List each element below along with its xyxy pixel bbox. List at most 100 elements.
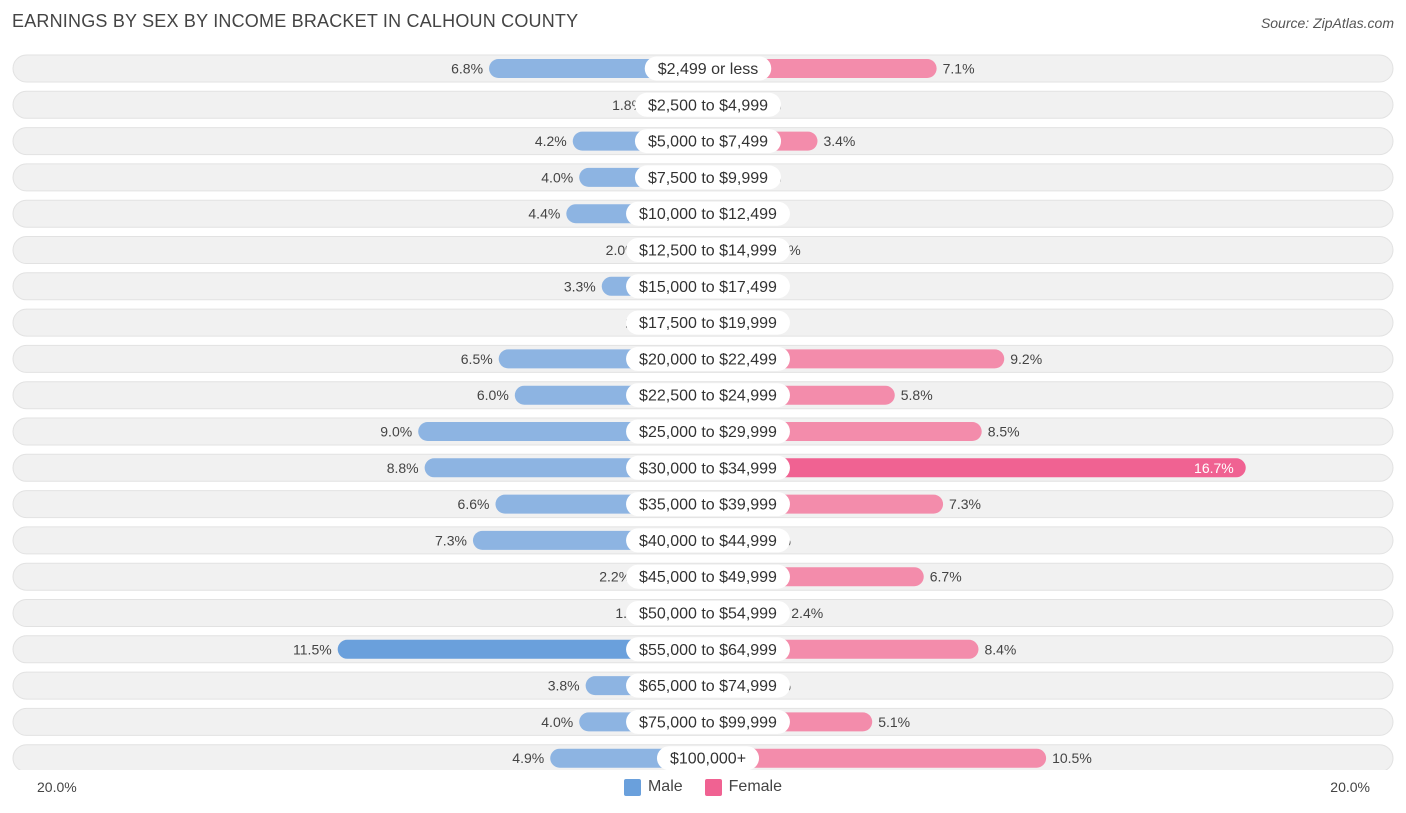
chart-row: 9.0% 8.5% $25,000 to $29,999 [12, 417, 1394, 446]
category-pill [626, 201, 790, 226]
chart-row: 11.5% 8.4% $55,000 to $64,999 [12, 635, 1394, 664]
category-pill [634, 129, 782, 154]
male-value-label: 3.8% [548, 678, 580, 694]
category-label: $50,000 to $54,999 [639, 606, 777, 623]
category-label: $22,500 to $24,999 [639, 388, 777, 405]
axis-left-label: 20.0% [37, 779, 77, 795]
chart-row: 4.0% 5.1% $75,000 to $99,999 [12, 707, 1394, 736]
female-value-label: 7.3% [949, 496, 981, 512]
chart-row: 6.8% 7.1% $2,499 or less [12, 54, 1394, 83]
male-value-label: 11.5% [293, 641, 332, 657]
chart-row: 4.9% 10.5% $100,000+ [12, 744, 1394, 770]
legend-swatch-female [704, 778, 722, 796]
male-value-label: 7.3% [435, 532, 467, 548]
legend-item-male[interactable]: Male [623, 778, 683, 796]
male-value-label: 3.3% [564, 278, 596, 294]
category-pill [626, 637, 790, 662]
category-pill [634, 165, 782, 190]
category-pill [626, 528, 790, 553]
category-label: $2,500 to $4,999 [648, 97, 768, 114]
male-bar [337, 639, 708, 659]
male-value-label: 6.5% [461, 351, 493, 367]
category-label: $75,000 to $99,999 [639, 714, 777, 731]
category-label: $35,000 to $39,999 [639, 497, 777, 514]
chart-row: 4.0%1.1%$7,500 to $9,999 [12, 163, 1394, 192]
source-label: Source: ZipAtlas.com [1260, 15, 1394, 31]
male-value-label: 4.9% [512, 750, 544, 766]
chart-row: 7.3%1.4%$40,000 to $44,999 [12, 526, 1394, 555]
male-value-label: 8.8% [387, 460, 419, 476]
chart-row: 6.6% 7.3% $35,000 to $39,999 [12, 490, 1394, 519]
male-value-label: 6.0% [477, 387, 509, 403]
chart-row: 3.3%1.2%$15,000 to $17,499 [12, 272, 1394, 301]
chart-title: EARNINGS BY SEX BY INCOME BRACKET IN CAL… [12, 11, 579, 31]
chart-row: 1.4%0.72%$17,500 to $19,999 [12, 308, 1394, 337]
female-value-label: 5.8% [901, 387, 933, 403]
category-pill [634, 92, 782, 117]
category-pill [626, 564, 790, 589]
chart-row: 4.2% 3.4% $5,000 to $7,499 [12, 127, 1394, 156]
category-label: $40,000 to $44,999 [639, 533, 777, 550]
female-value-label: 3.4% [823, 133, 855, 149]
female-value-label: 16.7% [1194, 460, 1234, 476]
category-pill [626, 383, 790, 408]
category-label: $55,000 to $64,999 [639, 642, 777, 659]
chart-row: 4.4%0.24%$10,000 to $12,499 [12, 199, 1394, 228]
legend-label-female: Female [728, 778, 783, 795]
chart-row: 8.8% 16.7% $30,000 to $34,999 [12, 453, 1394, 482]
male-value-label: 4.0% [541, 169, 573, 185]
category-label: $12,500 to $14,999 [639, 243, 777, 260]
female-value-label: 9.2% [1010, 351, 1042, 367]
category-label: $30,000 to $34,999 [639, 460, 777, 477]
legend-item-female[interactable]: Female [704, 778, 783, 796]
category-pill [626, 673, 790, 698]
category-pill [626, 492, 790, 517]
chart-row: 6.0% 5.8% $22,500 to $24,999 [12, 381, 1394, 410]
category-label: $7,500 to $9,999 [648, 170, 768, 187]
category-label: $2,499 or less [658, 61, 759, 78]
female-value-label: 2.4% [791, 605, 823, 621]
category-pill [626, 238, 790, 262]
female-value-label: 7.1% [943, 61, 975, 77]
male-value-label: 9.0% [380, 424, 412, 440]
legend-label-male: Male [647, 778, 683, 795]
chart-row: 3.8%1.4%$65,000 to $74,999 [12, 671, 1394, 700]
category-label: $45,000 to $49,999 [639, 569, 777, 586]
category-label: $100,000+ [670, 751, 746, 768]
chart-row: 6.5% 9.2% $20,000 to $22,499 [12, 344, 1394, 373]
category-label: $20,000 to $22,499 [639, 351, 777, 368]
legend-swatch-male [623, 778, 641, 796]
female-value-label: 8.5% [988, 424, 1020, 440]
category-pill [644, 56, 772, 81]
category-pill [626, 601, 790, 625]
male-value-label: 4.0% [541, 714, 573, 730]
female-bar [708, 458, 1246, 478]
category-pill [626, 709, 790, 734]
male-value-label: 6.6% [458, 496, 490, 512]
category-pill [626, 274, 790, 299]
female-value-label: 10.5% [1052, 750, 1092, 766]
category-pill [656, 746, 760, 770]
category-pill [626, 310, 790, 335]
chart-row: 1.7%2.4%$50,000 to $54,999 [12, 599, 1394, 627]
category-pill [626, 346, 790, 371]
male-value-label: 4.4% [528, 206, 560, 222]
category-label: $17,500 to $19,999 [639, 315, 777, 332]
female-bar [708, 748, 1047, 768]
category-pill [626, 455, 790, 480]
chart-row: 2.2% 6.7% $45,000 to $49,999 [12, 562, 1394, 591]
axis-right-label: 20.0% [1330, 779, 1370, 795]
female-value-label: 8.4% [984, 641, 1016, 657]
male-value-label: 4.2% [535, 133, 567, 149]
chart-row: 2.0%1.7%$12,500 to $14,999 [12, 236, 1394, 264]
category-label: $25,000 to $29,999 [639, 424, 777, 441]
legend: Male Female [0, 778, 1406, 796]
male-value-label: 6.8% [451, 61, 483, 77]
category-label: $10,000 to $12,499 [639, 206, 777, 223]
chart-row: 1.8%1.1%$2,500 to $4,999 [12, 90, 1394, 119]
category-label: $15,000 to $17,499 [639, 279, 777, 296]
bar-chart: 6.8% 7.1% $2,499 or less 1.8%1.1%$2,500 to … [12, 54, 1394, 770]
category-label: $65,000 to $74,999 [639, 678, 777, 695]
category-label: $5,000 to $7,499 [648, 134, 768, 151]
female-value-label: 5.1% [878, 714, 910, 730]
